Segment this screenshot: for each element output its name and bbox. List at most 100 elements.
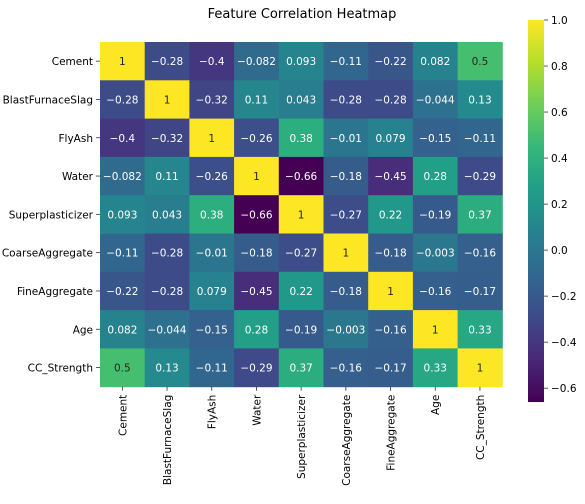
column-tick-label: Cement [117, 395, 129, 436]
cell-value-label: 1 [343, 248, 350, 260]
colorbar-tick-label: −0.6 [551, 383, 577, 395]
cell-value-label: −0.26 [196, 171, 228, 183]
cell-value-label: −0.044 [148, 324, 187, 336]
cell-value-label: −0.01 [196, 248, 228, 260]
colorbar: 1.00.80.60.40.20.0−0.2−0.4−0.6 [528, 15, 577, 402]
cell-value-label: 0.082 [107, 324, 137, 336]
cell-value-label: −0.003 [326, 324, 365, 336]
colorbar-tick-label: 0.4 [551, 153, 568, 165]
cell-value-label: −0.29 [464, 171, 496, 183]
row-tick-label: Water [62, 171, 94, 183]
cell-value-label: 0.13 [468, 94, 491, 106]
cell-value-label: −0.45 [240, 286, 272, 298]
cell-value-label: −0.28 [330, 94, 362, 106]
cell-value-label: 1 [164, 94, 171, 106]
cell-value-label: −0.32 [151, 133, 183, 145]
cell-value-label: 0.28 [424, 171, 447, 183]
cell-value-label: 1 [477, 363, 484, 375]
column-tick-label: Superplasticizer [296, 394, 308, 479]
column-tick-label: Age [430, 395, 442, 415]
colorbar-tick-label: −0.2 [551, 291, 577, 303]
cell-value-label: −0.082 [103, 171, 142, 183]
cell-value-label: −0.28 [151, 248, 183, 260]
cell-value-label: 1 [208, 133, 215, 145]
cell-value-label: 0.37 [289, 363, 312, 375]
cell-value-label: −0.044 [416, 94, 455, 106]
cell-value-label: −0.28 [151, 286, 183, 298]
column-tick-label: BlastFurnaceSlag [162, 395, 174, 485]
cell-value-label: −0.29 [240, 363, 272, 375]
cell-value-label: 0.38 [289, 133, 312, 145]
cell-value-label: 0.093 [107, 209, 137, 221]
cell-value-label: −0.22 [374, 56, 406, 68]
row-labels: Cement BlastFurnaceSlag FlyAsh Water Superpl… [2, 56, 100, 374]
cell-value-label: −0.22 [106, 286, 138, 298]
cell-value-label: 0.22 [379, 209, 402, 221]
cell-value-label: −0.16 [464, 248, 496, 260]
cell-value-label: 0.043 [152, 209, 182, 221]
cell-value-label: −0.28 [374, 94, 406, 106]
colorbar-gradient [528, 20, 544, 402]
cell-value-label: −0.4 [199, 56, 225, 68]
row-tick-label: Cement [52, 56, 93, 68]
cell-value-label: 0.28 [245, 324, 268, 336]
cell-value-label: −0.16 [374, 324, 406, 336]
row-tick-label: CC_Strength [28, 363, 93, 375]
cell-value-label: −0.19 [285, 324, 317, 336]
cell-value-label: −0.16 [419, 286, 451, 298]
cell-value-label: −0.11 [196, 363, 228, 375]
cell-value-label: 0.22 [289, 286, 312, 298]
cell-value-label: −0.27 [285, 248, 317, 260]
row-tick-label: FlyAsh [59, 133, 93, 145]
cell-value-label: −0.18 [330, 171, 362, 183]
cell-value-label: −0.11 [330, 56, 362, 68]
cell-value-label: −0.4 [110, 133, 136, 145]
column-labels: Cement BlastFurnaceSlag FlyAsh Water Superpl… [117, 387, 487, 486]
cell-value-label: −0.15 [419, 133, 451, 145]
cell-value-label: 0.11 [245, 94, 268, 106]
cell-value-label: −0.082 [237, 56, 276, 68]
cell-value-label: 0.093 [286, 56, 316, 68]
cell-value-label: 1 [253, 171, 260, 183]
cell-value-label: −0.28 [151, 56, 183, 68]
colorbar-tick-label: 0.6 [551, 107, 568, 119]
cell-value-label: −0.32 [196, 94, 228, 106]
cell-value-label: 1 [119, 56, 126, 68]
cell-value-label: 0.33 [424, 363, 447, 375]
column-tick-label: FlyAsh [207, 395, 219, 429]
colorbar-tick-label: −0.4 [551, 337, 577, 349]
cell-value-label: 0.38 [200, 209, 223, 221]
column-tick-label: Water [251, 394, 263, 426]
row-tick-label: FineAggregate [17, 286, 93, 298]
cell-value-label: −0.18 [330, 286, 362, 298]
row-tick-label: Age [73, 324, 93, 336]
cell-value-label: 0.13 [155, 363, 178, 375]
cell-value-label: −0.18 [374, 248, 406, 260]
row-tick-label: CoarseAggregate [2, 248, 93, 260]
row-tick-label: BlastFurnaceSlag [3, 94, 93, 106]
row-tick-label: Superplasticizer [9, 209, 94, 221]
colorbar-tick-label: 0.0 [551, 245, 568, 257]
cell-value-label: −0.16 [330, 363, 362, 375]
cell-value-label: −0.15 [196, 324, 228, 336]
cell-value-label: −0.11 [464, 133, 496, 145]
cell-value-label: −0.66 [285, 171, 317, 183]
cell-value-label: −0.28 [106, 94, 138, 106]
cell-value-label: −0.17 [374, 363, 406, 375]
column-tick-label: CoarseAggregate [341, 395, 353, 486]
cell-value-label: −0.18 [240, 248, 272, 260]
column-tick-label: FineAggregate [386, 395, 398, 471]
cell-value-label: −0.45 [374, 171, 406, 183]
cell-value-label: 0.5 [114, 363, 131, 375]
cell-value-label: 0.11 [155, 171, 178, 183]
chart-title: Feature Correlation Heatmap [208, 7, 397, 22]
cell-value-label: 0.33 [468, 324, 491, 336]
cell-value-label: −0.11 [106, 248, 138, 260]
cell-value-label: 0.5 [472, 56, 489, 68]
cell-value-label: −0.01 [330, 133, 362, 145]
colorbar-tick-label: 0.2 [551, 199, 568, 211]
column-tick-label: CC_Strength [475, 395, 487, 460]
cell-value-label: −0.19 [419, 209, 451, 221]
cell-value-label: −0.66 [240, 209, 272, 221]
